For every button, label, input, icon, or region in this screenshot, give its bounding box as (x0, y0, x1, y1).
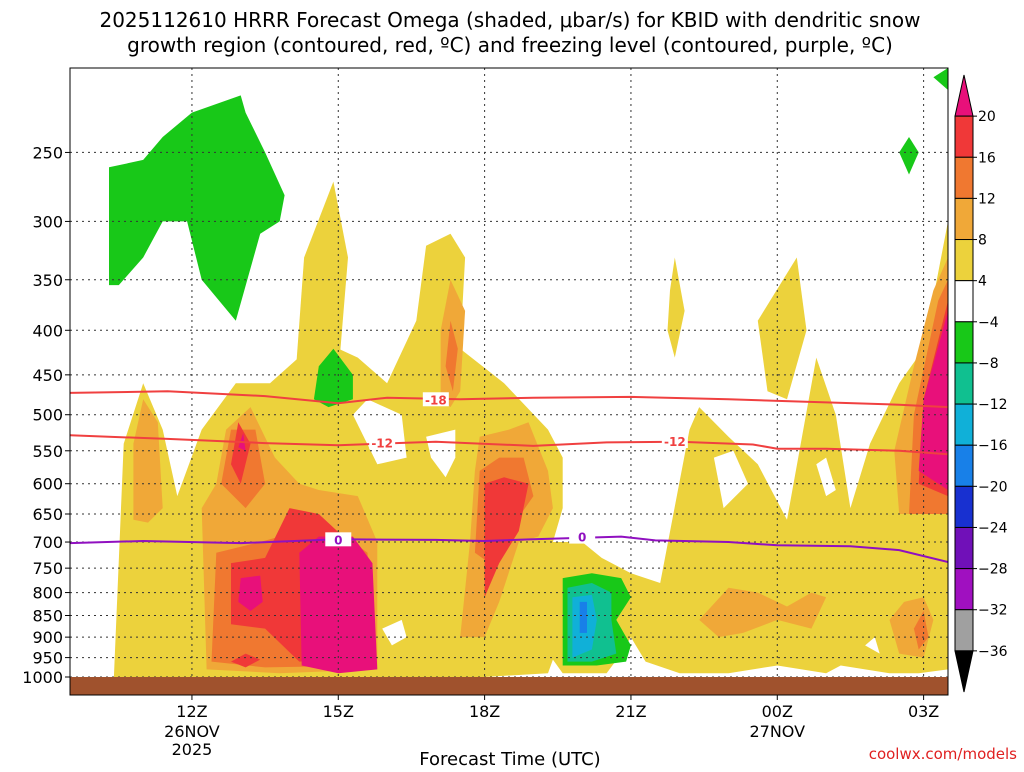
colorbar-swatch-11 (954, 526, 974, 570)
contour-label-0: -18 (425, 393, 447, 407)
colorbar-label-9: −20 (978, 479, 1008, 495)
omega-neutral-region-3 (816, 457, 836, 497)
y-tick-label-750: 750 (32, 559, 63, 578)
omega-region-pos20-22 (299, 536, 378, 674)
x-tick-sublabel-12Z-1: 2025 (172, 740, 213, 759)
colorbar-label-2: 12 (978, 191, 996, 207)
contour-dgz-top (70, 390, 948, 409)
y-tick-label-500: 500 (32, 406, 63, 425)
omega-region-pos12-14 (445, 320, 458, 392)
omega-region-pos20-24 (918, 310, 948, 490)
contour-label-bg-0 (422, 392, 449, 407)
x-tick-label-18Z: 18Z (469, 702, 500, 721)
colorbar-swatch-14 (954, 650, 974, 693)
contour-label-2: -12 (664, 435, 686, 449)
colorbar-swatch-13 (954, 609, 974, 652)
y-tick-label-400: 400 (32, 321, 63, 340)
colorbar-label-5: −4 (978, 315, 999, 331)
colorbar-label-6: −8 (978, 356, 999, 372)
x-tick-label-12Z: 12Z (176, 702, 207, 721)
y-tick-label-450: 450 (32, 366, 63, 385)
x-tick-sublabel-00Z-0: 27NOV (749, 722, 805, 741)
colorbar-swatch-5 (954, 280, 974, 323)
y-tick-label-550: 550 (32, 442, 63, 461)
omega-region-pos20-23 (238, 575, 263, 611)
plot-frame (69, 67, 949, 696)
chart-title-line-2: growth region (contoured, red, ºC) and f… (127, 33, 893, 57)
colorbar-label-8: −16 (978, 438, 1008, 454)
omega-region-pos12-16 (913, 611, 929, 650)
y-tick-label-300: 300 (32, 212, 63, 231)
colorbar-label-7: −12 (978, 397, 1008, 413)
colorbar-swatch-8 (954, 403, 974, 446)
x-tick-label-15Z: 15Z (323, 702, 354, 721)
contour-label-4: 0 (578, 531, 586, 545)
chart-title-line-1: 2025112610 HRRR Forecast Omega (shaded, … (99, 8, 920, 32)
colorbar-label-10: −24 (978, 520, 1008, 536)
x-axis-label: Forecast Time (UTC) (419, 749, 600, 768)
colorbar-label-0: 20 (978, 109, 996, 125)
x-tick-label-00Z: 00Z (762, 702, 793, 721)
omega-region-neg4-27 (313, 348, 353, 408)
contour-label-1: -12 (371, 436, 393, 450)
y-tick-label-900: 900 (32, 628, 63, 647)
colorbar-swatch-9 (954, 444, 974, 487)
colorbar-label-3: 8 (978, 233, 987, 249)
omega-neutral-region-4 (865, 637, 880, 654)
surface-ground (70, 677, 948, 695)
omega-neutral-region-5 (713, 450, 748, 509)
colorbar-swatch-3 (954, 197, 974, 241)
contour-label-bg-3 (325, 532, 352, 547)
omega-region-pos4-2 (757, 257, 807, 400)
colorbar-label-12: −32 (978, 603, 1008, 619)
y-tick-label-650: 650 (32, 505, 63, 524)
colorbar-label-13: −36 (978, 644, 1008, 660)
contour-label-bg-2 (661, 434, 688, 449)
y-tick-label-250: 250 (32, 143, 63, 162)
omega-region-neg16-33 (579, 601, 587, 633)
omega-neutral-region-2 (382, 619, 407, 646)
colorbar-swatch-7 (954, 362, 974, 405)
x-tick-sublabel-12Z-0: 26NOV (164, 722, 220, 741)
omega-region-neg4-30 (933, 68, 948, 90)
y-tick-label-600: 600 (32, 475, 63, 494)
omega-region-pos16-18 (484, 477, 529, 598)
credit-text: coolwx.com/models (869, 745, 1017, 763)
y-tick-label-950: 950 (32, 649, 63, 668)
omega-region-pos4-3 (667, 257, 685, 358)
omega-region-neg4-28 (899, 137, 919, 175)
colorbar-swatch-0 (954, 74, 974, 117)
plot-area: -18 -12 -12 0 0 (70, 68, 948, 695)
colorbar-swatch-2 (954, 156, 974, 199)
x-tick-label-03Z: 03Z (908, 702, 939, 721)
colorbar-swatch-10 (954, 485, 974, 528)
y-tick-label-850: 850 (32, 607, 63, 626)
y-tick-label-700: 700 (32, 533, 63, 552)
x-tick-label-21Z: 21Z (615, 702, 646, 721)
omega-region-pos16-21 (231, 653, 261, 668)
colorbar-label-4: 4 (978, 274, 987, 290)
contour-dgz-bottom (70, 434, 948, 456)
omega-region-pos8-9 (699, 587, 827, 638)
colorbar-label-11: −28 (978, 562, 1008, 578)
omega-region-neg4-26 (109, 95, 285, 321)
contour-label-3: 0 (334, 533, 342, 547)
y-tick-label-1000: 1000 (22, 668, 63, 687)
y-tick-label-350: 350 (32, 271, 63, 290)
colorbar-label-1: 16 (978, 150, 996, 166)
contour-label-bg-4 (569, 529, 596, 544)
colorbar-swatch-6 (954, 321, 974, 364)
omega-region-pos8-4 (133, 399, 163, 523)
colorbar-swatch-1 (954, 115, 974, 158)
omega-region-pos16-19 (231, 422, 251, 484)
y-tick-label-800: 800 (32, 584, 63, 603)
contour-label-bg-1 (369, 435, 396, 450)
colorbar-swatch-12 (954, 568, 974, 611)
colorbar-swatch-4 (954, 239, 974, 282)
